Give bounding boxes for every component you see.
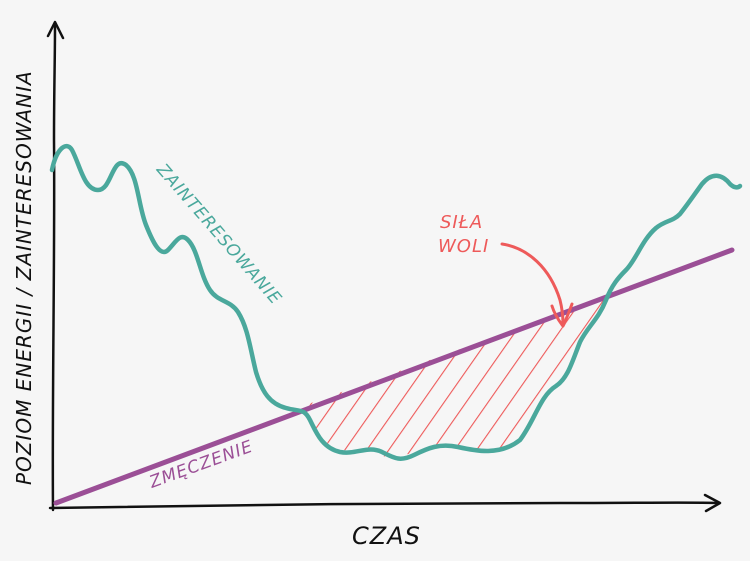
y-axis-line [51, 23, 57, 512]
willpower-arrow [500, 242, 565, 326]
interest-curve [49, 143, 743, 461]
willpower-label-line1: SIŁA [440, 212, 483, 233]
willpower-hatched-area [300, 296, 607, 457]
x-axis-label: CZAS [352, 522, 421, 550]
willpower-label-line2: WOLI [438, 236, 489, 257]
interest-label: ZAINTERESOWANIE [152, 159, 286, 309]
x-axis-arrowhead [703, 493, 722, 513]
willpower-arrowhead [550, 302, 574, 328]
y-axis-label: POZIOM ENERGII / ZAINTERESOWANIA [12, 70, 36, 485]
y-axis-arrowhead [46, 20, 65, 40]
x-axis-line [48, 501, 720, 510]
fatigue-line [53, 247, 735, 506]
